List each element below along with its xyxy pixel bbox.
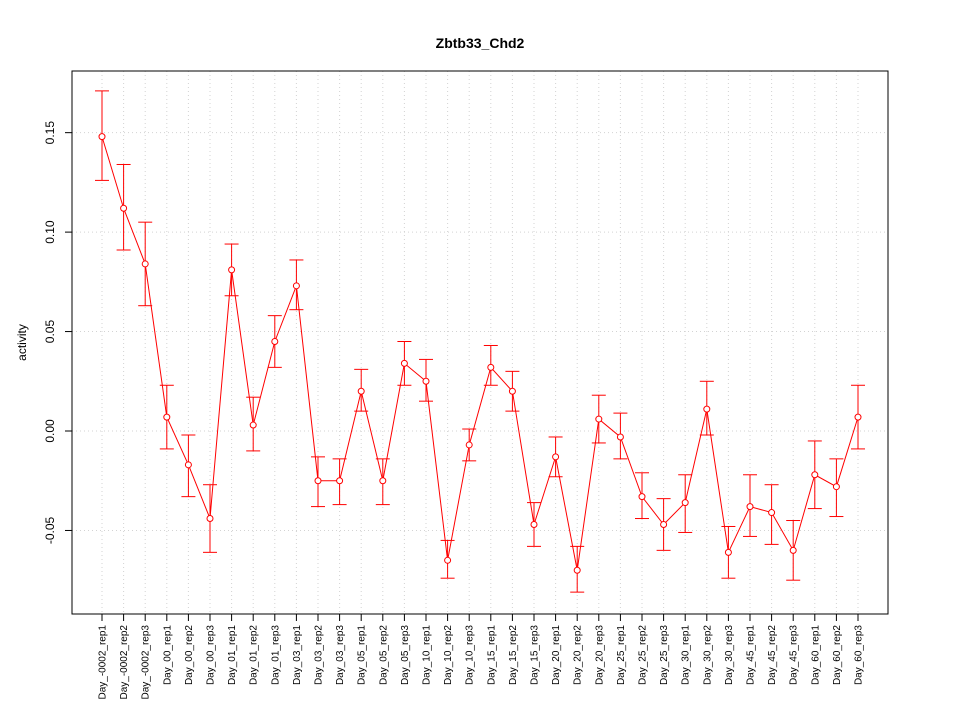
x-tick-label: Day_01_rep3 bbox=[270, 625, 281, 685]
x-tick-label: Day_03_rep2 bbox=[314, 625, 325, 685]
data-point bbox=[704, 406, 710, 412]
data-point bbox=[466, 442, 472, 448]
x-tick-label: Day_45_rep3 bbox=[789, 625, 800, 685]
data-point bbox=[553, 454, 559, 460]
data-point bbox=[229, 267, 235, 273]
y-tick-label: 0.10 bbox=[43, 220, 57, 244]
y-tick-label: 0.15 bbox=[43, 121, 57, 145]
x-tick-label: Day_20_rep3 bbox=[594, 625, 605, 685]
data-point bbox=[272, 339, 278, 345]
data-point bbox=[315, 478, 321, 484]
y-axis-label: activity bbox=[15, 324, 29, 361]
data-point bbox=[639, 494, 645, 500]
data-point bbox=[812, 472, 818, 478]
data-point bbox=[725, 549, 731, 555]
x-tick-label: Day_20_rep2 bbox=[573, 625, 584, 685]
data-point bbox=[682, 500, 688, 506]
x-tick-label: Day_-0002_rep2 bbox=[119, 625, 130, 700]
data-point bbox=[337, 478, 343, 484]
x-tick-label: Day_00_rep2 bbox=[184, 625, 195, 685]
x-tick-label: Day_01_rep2 bbox=[249, 625, 260, 685]
x-tick-label: Day_15_rep2 bbox=[508, 625, 519, 685]
x-tick-label: Day_45_rep1 bbox=[746, 625, 757, 685]
x-tick-label: Day_10_rep2 bbox=[443, 625, 454, 685]
x-tick-label: Day_03_rep3 bbox=[335, 625, 346, 685]
x-tick-label: Day_30_rep3 bbox=[724, 625, 735, 685]
data-point bbox=[142, 261, 148, 267]
x-tick-label: Day_00_rep3 bbox=[206, 625, 217, 685]
data-point bbox=[358, 388, 364, 394]
y-tick-label: 0.05 bbox=[43, 320, 57, 344]
x-tick-label: Day_25_rep3 bbox=[659, 625, 670, 685]
x-tick-label: Day_25_rep1 bbox=[616, 625, 627, 685]
x-tick-label: Day_15_rep3 bbox=[530, 625, 541, 685]
data-point bbox=[207, 516, 213, 522]
data-point bbox=[790, 547, 796, 553]
data-point bbox=[488, 364, 494, 370]
data-point bbox=[661, 521, 667, 527]
x-tick-label: Day_30_rep1 bbox=[681, 625, 692, 685]
x-tick-label: Day_05_rep3 bbox=[400, 625, 411, 685]
x-tick-label: Day_60_rep2 bbox=[832, 625, 843, 685]
data-point bbox=[596, 416, 602, 422]
x-tick-label: Day_20_rep1 bbox=[551, 625, 562, 685]
x-tick-label: Day_-0002_rep1 bbox=[98, 625, 109, 700]
x-tick-label: Day_30_rep2 bbox=[702, 625, 713, 685]
data-point bbox=[99, 134, 105, 140]
data-point bbox=[531, 521, 537, 527]
data-point bbox=[250, 422, 256, 428]
data-point bbox=[747, 504, 753, 510]
x-tick-label: Day_15_rep1 bbox=[486, 625, 497, 685]
data-point bbox=[617, 434, 623, 440]
x-tick-label: Day_03_rep1 bbox=[292, 625, 303, 685]
data-point bbox=[293, 283, 299, 289]
x-tick-label: Day_01_rep1 bbox=[227, 625, 238, 685]
x-tick-label: Day_60_rep1 bbox=[810, 625, 821, 685]
data-point bbox=[164, 414, 170, 420]
x-tick-label: Day_60_rep3 bbox=[854, 625, 865, 685]
y-tick-label: -0.05 bbox=[43, 516, 57, 544]
x-tick-label: Day_-0002_rep3 bbox=[141, 625, 152, 700]
data-point bbox=[121, 205, 127, 211]
data-point bbox=[423, 378, 429, 384]
x-tick-label: Day_10_rep3 bbox=[465, 625, 476, 685]
data-point bbox=[401, 360, 407, 366]
data-point bbox=[185, 462, 191, 468]
x-tick-label: Day_45_rep2 bbox=[767, 625, 778, 685]
x-tick-label: Day_05_rep1 bbox=[357, 625, 368, 685]
data-point bbox=[574, 567, 580, 573]
data-point bbox=[855, 414, 861, 420]
data-point bbox=[509, 388, 515, 394]
chart-title: Zbtb33_Chd2 bbox=[436, 35, 525, 51]
data-point bbox=[445, 557, 451, 563]
data-point bbox=[769, 510, 775, 516]
y-tick-label: 0.00 bbox=[43, 419, 57, 443]
data-point bbox=[380, 478, 386, 484]
x-tick-label: Day_00_rep1 bbox=[162, 625, 173, 685]
x-tick-label: Day_05_rep2 bbox=[378, 625, 389, 685]
x-tick-label: Day_25_rep2 bbox=[638, 625, 649, 685]
data-point bbox=[833, 484, 839, 490]
x-tick-label: Day_10_rep1 bbox=[422, 625, 433, 685]
